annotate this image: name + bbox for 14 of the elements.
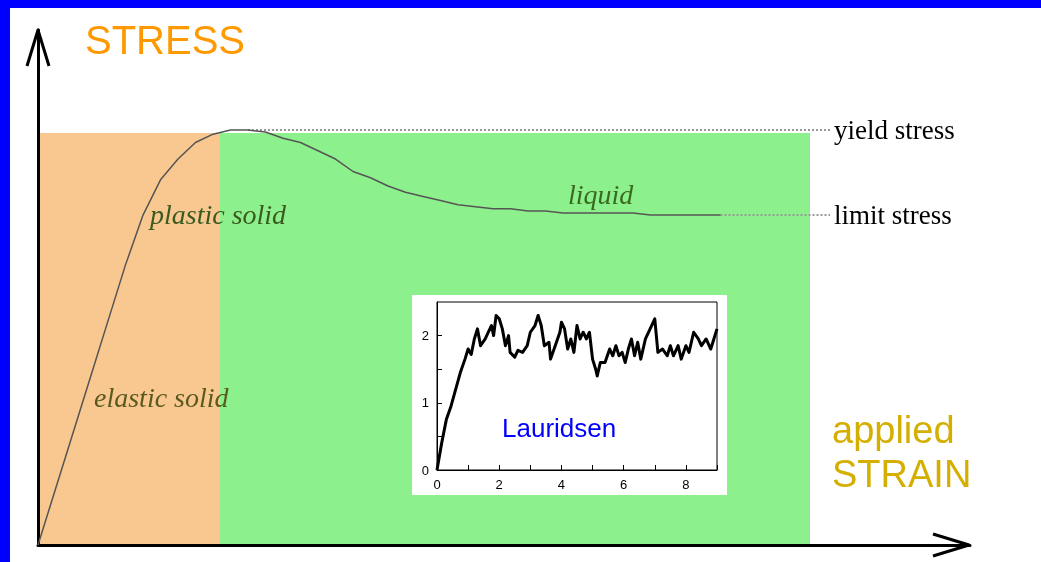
y-axis-title: STRESS	[85, 18, 246, 62]
x-tick-label: 2	[495, 477, 503, 492]
ref-line-label: yield stress	[834, 115, 955, 145]
x-tick-label: 0	[433, 477, 441, 492]
y-tick-label: 0	[421, 462, 429, 478]
x-tick-label: 8	[682, 477, 690, 492]
y-tick-label: 1	[421, 395, 429, 411]
x-tick-label: 4	[557, 477, 566, 492]
ref-line-label: limit stress	[834, 200, 952, 231]
annotation: Lauridsen	[502, 413, 617, 443]
x-axis-title: applied STRAIN	[832, 409, 972, 495]
annotation: liquid	[568, 178, 635, 210]
x-tick-label: 6	[620, 477, 628, 492]
y-tick-label: 2	[421, 328, 429, 344]
